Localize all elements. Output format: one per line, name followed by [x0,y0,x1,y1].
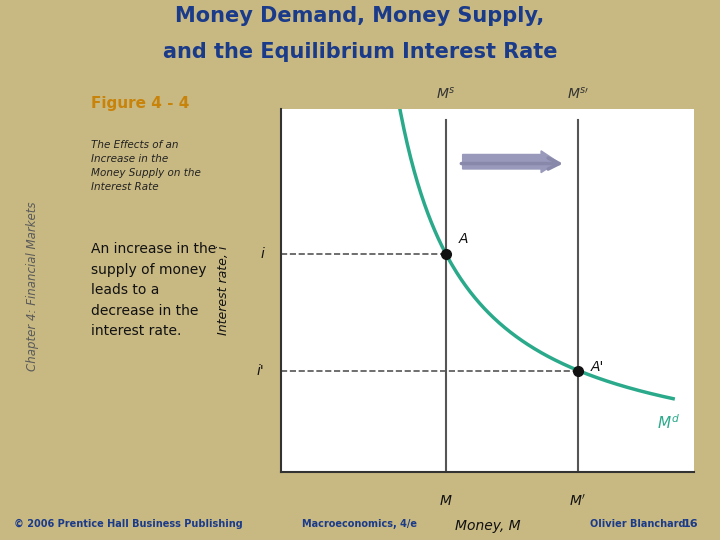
Text: $M^s$: $M^s$ [436,86,456,102]
Text: The Effects of an
Increase in the
Money Supply on the
Interest Rate: The Effects of an Increase in the Money … [91,140,201,192]
Text: and the Equilibrium Interest Rate: and the Equilibrium Interest Rate [163,42,557,62]
Text: An increase in the
supply of money
leads to a
decrease in the
interest rate.: An increase in the supply of money leads… [91,242,216,339]
Text: Interest rate, i: Interest rate, i [217,246,230,335]
Text: $M'$: $M'$ [570,494,587,509]
Text: A': A' [590,360,604,374]
Text: Macroeconomics, 4/e: Macroeconomics, 4/e [302,519,418,529]
Text: Figure 4 - 4: Figure 4 - 4 [91,96,189,111]
Text: $M^{s\prime}$: $M^{s\prime}$ [567,86,590,102]
Text: © 2006 Prentice Hall Business Publishing: © 2006 Prentice Hall Business Publishing [14,519,243,529]
Text: i: i [261,247,264,261]
Text: Olivier Blanchard: Olivier Blanchard [590,519,686,529]
FancyArrow shape [463,151,557,173]
Text: i': i' [257,363,264,377]
Text: Chapter 4: Financial Markets: Chapter 4: Financial Markets [26,201,39,371]
Text: 16: 16 [683,519,698,529]
Text: Money, M: Money, M [454,519,521,534]
Text: $M^d$: $M^d$ [657,413,680,431]
Text: A: A [459,232,468,246]
Text: $M$: $M$ [439,494,453,508]
Text: Money Demand, Money Supply,: Money Demand, Money Supply, [176,6,544,26]
